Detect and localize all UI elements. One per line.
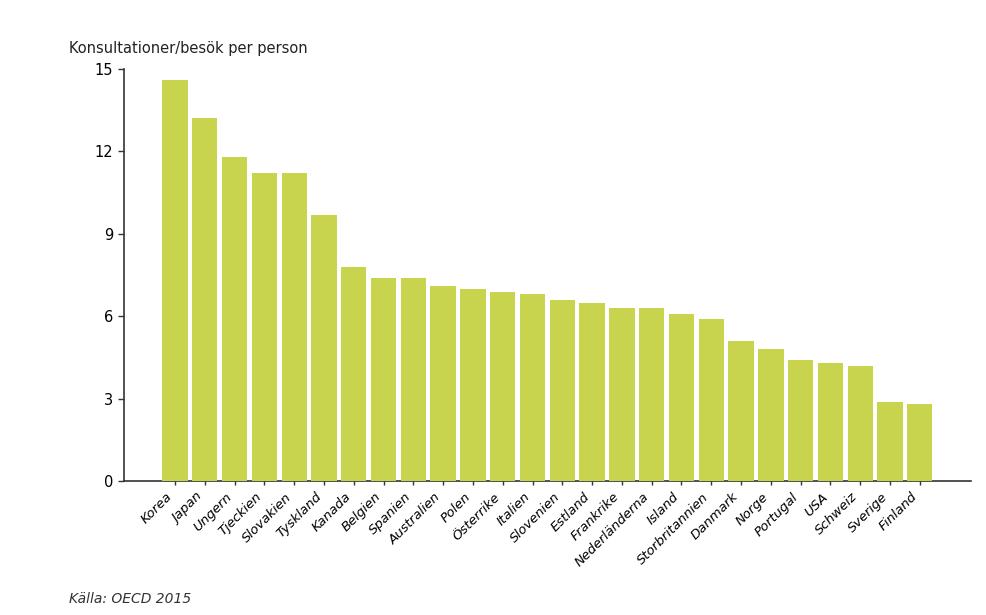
Bar xyxy=(580,303,604,482)
Bar xyxy=(341,267,367,482)
Bar xyxy=(609,308,635,482)
Bar xyxy=(163,80,187,482)
Text: Källa: OECD 2015: Källa: OECD 2015 xyxy=(69,592,191,606)
Bar xyxy=(848,366,873,482)
Bar xyxy=(371,278,396,482)
Bar xyxy=(549,300,575,482)
Bar xyxy=(878,402,903,482)
Bar xyxy=(460,289,485,482)
Bar xyxy=(669,314,694,482)
Bar xyxy=(192,118,218,482)
Bar xyxy=(907,404,933,482)
Bar xyxy=(788,360,813,482)
Bar xyxy=(817,363,843,482)
Text: Konsultationer/besök per person: Konsultationer/besök per person xyxy=(69,41,308,57)
Bar xyxy=(431,286,456,482)
Bar xyxy=(699,319,724,482)
Bar xyxy=(639,308,665,482)
Bar xyxy=(520,295,545,482)
Bar xyxy=(758,349,784,482)
Bar xyxy=(251,173,277,482)
Bar xyxy=(312,215,336,482)
Bar xyxy=(222,157,247,482)
Bar xyxy=(729,341,753,482)
Bar xyxy=(400,278,426,482)
Bar xyxy=(490,292,516,482)
Bar xyxy=(282,173,307,482)
